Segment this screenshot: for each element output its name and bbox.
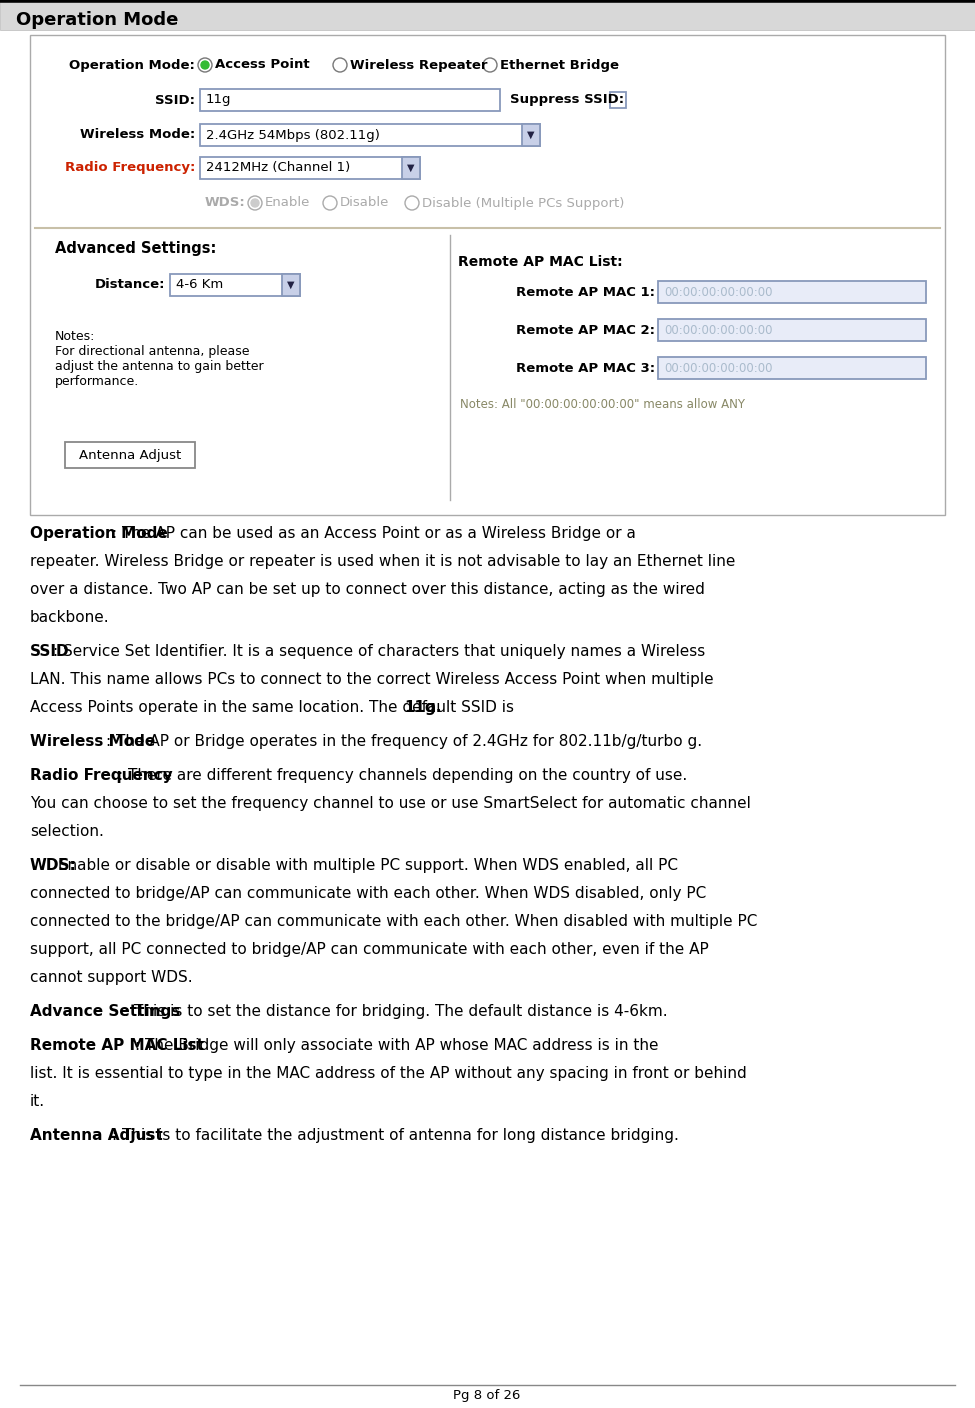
- Bar: [0, 0, 975, 30]
- Text: WDS:: WDS:: [30, 857, 77, 873]
- Circle shape: [201, 61, 209, 69]
- Text: Wireless Mode: Wireless Mode: [30, 734, 155, 749]
- Bar: [658, 282, 926, 303]
- Text: : This is to facilitate the adjustment of antenna for long distance bridging.: : This is to facilitate the adjustment o…: [112, 1128, 679, 1143]
- Text: Enable: Enable: [265, 197, 310, 210]
- Text: Suppress SSID:: Suppress SSID:: [510, 93, 624, 107]
- Text: : The AP can be used as an Access Point or as a Wireless Bridge or a: : The AP can be used as an Access Point …: [112, 527, 636, 541]
- Text: Remote AP MAC List:: Remote AP MAC List:: [458, 255, 623, 269]
- Circle shape: [483, 58, 497, 72]
- Text: Disable (Multiple PCs Support): Disable (Multiple PCs Support): [422, 197, 624, 210]
- Text: Ethernet Bridge: Ethernet Bridge: [500, 59, 619, 72]
- Text: backbone.: backbone.: [30, 610, 109, 625]
- Text: Wireless Repeater: Wireless Repeater: [350, 59, 488, 72]
- Text: ▼: ▼: [288, 280, 294, 290]
- Text: Remote AP MAC List: Remote AP MAC List: [30, 1038, 204, 1053]
- Text: SSID:: SSID:: [155, 93, 195, 107]
- Text: connected to the bridge/AP can communicate with each other. When disabled with m: connected to the bridge/AP can communica…: [30, 914, 758, 929]
- Text: Operation Mode:: Operation Mode:: [69, 59, 195, 72]
- Text: Distance:: Distance:: [95, 279, 165, 291]
- Text: 4-6 Km: 4-6 Km: [176, 279, 223, 291]
- Bar: [200, 158, 420, 179]
- Circle shape: [248, 196, 262, 210]
- Circle shape: [405, 196, 419, 210]
- Text: Remote AP MAC 2:: Remote AP MAC 2:: [516, 324, 655, 337]
- Text: Advanced Settings:: Advanced Settings:: [55, 241, 216, 255]
- Bar: [610, 92, 626, 108]
- Text: LAN. This name allows PCs to connect to the correct Wireless Access Point when m: LAN. This name allows PCs to connect to …: [30, 672, 714, 687]
- Text: WDS:: WDS:: [204, 197, 245, 210]
- Text: 11g: 11g: [206, 93, 231, 107]
- Text: Wireless Mode:: Wireless Mode:: [80, 128, 195, 141]
- Text: Enable or disable or disable with multiple PC support. When WDS enabled, all PC: Enable or disable or disable with multip…: [54, 857, 679, 873]
- Text: SSID: SSID: [30, 643, 69, 659]
- Bar: [65, 442, 195, 467]
- Text: list. It is essential to type in the MAC address of the AP without any spacing i: list. It is essential to type in the MAC…: [30, 1066, 747, 1081]
- Text: For directional antenna, please
adjust the antenna to gain better
performance.: For directional antenna, please adjust t…: [55, 345, 263, 389]
- Text: Antenna Adjust: Antenna Adjust: [30, 1128, 163, 1143]
- Text: Advance Settings: Advance Settings: [30, 1004, 180, 1019]
- Text: Remote AP MAC 1:: Remote AP MAC 1:: [516, 286, 655, 298]
- Text: Operation Mode: Operation Mode: [30, 527, 168, 541]
- Bar: [402, 158, 420, 179]
- Text: Access Point: Access Point: [215, 59, 310, 72]
- Text: 2.4GHz 54Mbps (802.11g): 2.4GHz 54Mbps (802.11g): [206, 128, 380, 141]
- Text: selection.: selection.: [30, 824, 104, 839]
- Circle shape: [323, 196, 337, 210]
- Bar: [282, 275, 300, 296]
- Text: Radio Frequency: Radio Frequency: [30, 767, 173, 783]
- Text: Pg 8 of 26: Pg 8 of 26: [453, 1390, 521, 1402]
- Text: connected to bridge/AP can communicate with each other. When WDS disabled, only : connected to bridge/AP can communicate w…: [30, 886, 706, 901]
- Text: You can choose to set the frequency channel to use or use SmartSelect for automa: You can choose to set the frequency chan…: [30, 796, 751, 811]
- Bar: [522, 124, 540, 146]
- Text: 00:00:00:00:00:00: 00:00:00:00:00:00: [664, 362, 772, 375]
- Bar: [30, 35, 945, 515]
- Text: ▼: ▼: [527, 130, 534, 139]
- Circle shape: [333, 58, 347, 72]
- Text: : The AP or Bridge operates in the frequency of 2.4GHz for 802.11b/g/turbo g.: : The AP or Bridge operates in the frequ…: [106, 734, 702, 749]
- Text: : There are different frequency channels depending on the country of use.: : There are different frequency channels…: [118, 767, 687, 783]
- Text: ▼: ▼: [408, 163, 414, 173]
- Text: Remote AP MAC 3:: Remote AP MAC 3:: [516, 362, 655, 375]
- Bar: [200, 89, 500, 111]
- Text: : This is to set the distance for bridging. The default distance is 4-6km.: : This is to set the distance for bridgi…: [124, 1004, 667, 1019]
- Text: over a distance. Two AP can be set up to connect over this distance, acting as t: over a distance. Two AP can be set up to…: [30, 582, 705, 597]
- Text: Antenna Adjust: Antenna Adjust: [79, 449, 181, 462]
- Text: Notes:: Notes:: [55, 329, 96, 344]
- Circle shape: [251, 199, 259, 207]
- Text: cannot support WDS.: cannot support WDS.: [30, 970, 193, 986]
- Text: 2412MHz (Channel 1): 2412MHz (Channel 1): [206, 162, 350, 175]
- Bar: [658, 320, 926, 341]
- Text: : The Bridge will only associate with AP whose MAC address is in the: : The Bridge will only associate with AP…: [136, 1038, 659, 1053]
- Circle shape: [198, 58, 212, 72]
- Text: : Service Set Identifier. It is a sequence of characters that uniquely names a W: : Service Set Identifier. It is a sequen…: [54, 643, 706, 659]
- Text: support, all PC connected to bridge/AP can communicate with each other, even if : support, all PC connected to bridge/AP c…: [30, 942, 709, 957]
- Bar: [200, 124, 540, 146]
- Text: it.: it.: [30, 1094, 45, 1110]
- Text: 11g.: 11g.: [405, 700, 442, 715]
- Bar: [658, 358, 926, 379]
- Text: Notes: All "00:00:00:00:00:00" means allow ANY: Notes: All "00:00:00:00:00:00" means all…: [460, 397, 745, 411]
- Text: 00:00:00:00:00:00: 00:00:00:00:00:00: [664, 324, 772, 337]
- Text: 00:00:00:00:00:00: 00:00:00:00:00:00: [664, 286, 772, 298]
- Text: repeater. Wireless Bridge or repeater is used when it is not advisable to lay an: repeater. Wireless Bridge or repeater is…: [30, 553, 735, 569]
- Bar: [170, 275, 300, 296]
- Text: Radio Frequency:: Radio Frequency:: [64, 162, 195, 175]
- Text: Disable: Disable: [340, 197, 389, 210]
- Text: Operation Mode: Operation Mode: [16, 11, 178, 30]
- Text: Access Points operate in the same location. The default SSID is: Access Points operate in the same locati…: [30, 700, 519, 715]
